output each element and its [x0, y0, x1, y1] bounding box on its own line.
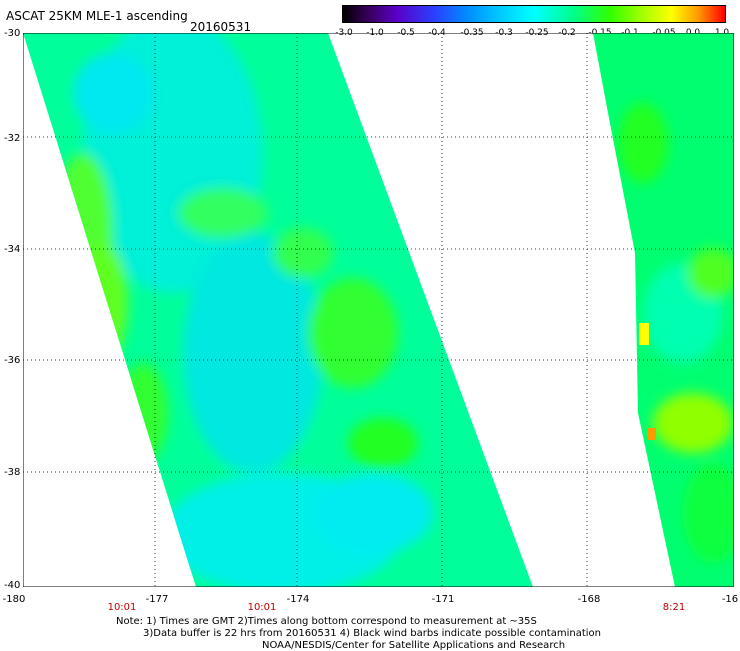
map-date: 20160531: [190, 20, 252, 34]
note-line-3: NOAA/NESDIS/Center for Satellite Applica…: [262, 640, 566, 651]
time-label: 10:01: [247, 602, 277, 613]
lat-label: -32: [4, 133, 21, 144]
swath-right: [593, 33, 734, 587]
lon-label: -171: [431, 594, 455, 605]
lat-label: -34: [4, 244, 21, 255]
lon-label: -177: [145, 594, 169, 605]
lat-label: -40: [4, 580, 21, 591]
lat-label: -38: [4, 467, 21, 478]
time-label: 10:01: [107, 602, 137, 613]
colorbar: [342, 5, 726, 23]
lat-label: -30: [4, 28, 21, 39]
graticule: [23, 33, 734, 587]
note-line-1: Note: 1) Times are GMT 2)Times along bot…: [116, 616, 537, 627]
lon-label: -180: [2, 594, 26, 605]
note-line-2: 3)Data buffer is 22 hrs from 20160531 4)…: [143, 628, 601, 639]
map-plot: [23, 33, 734, 587]
map-title: ASCAT 25KM MLE-1 ascending: [6, 9, 188, 23]
time-label: 8:21: [662, 602, 686, 613]
lon-label: -168: [577, 594, 601, 605]
lat-label: -36: [4, 355, 21, 366]
lon-label: -16: [721, 594, 739, 605]
lon-label: -174: [286, 594, 310, 605]
